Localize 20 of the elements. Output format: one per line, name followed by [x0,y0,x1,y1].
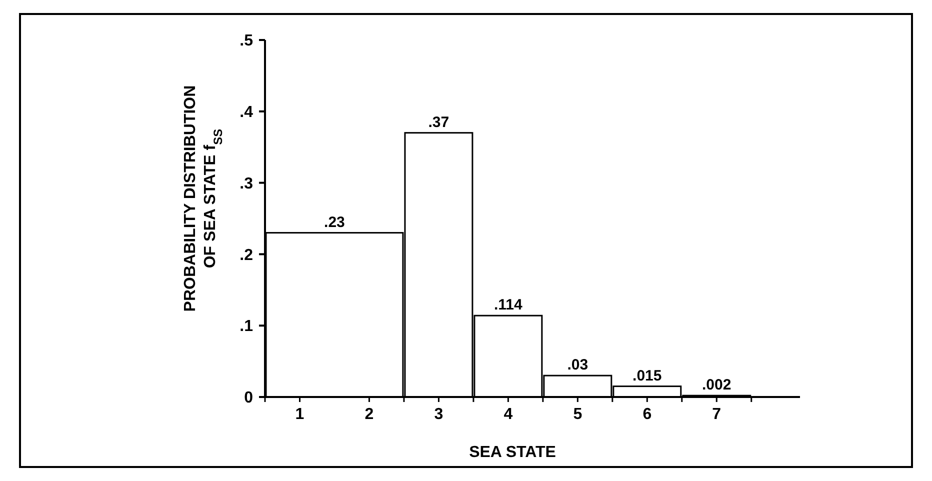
x-tick-label: 2 [364,406,374,423]
data-label: .23 [324,214,345,231]
y-tick-label: .4 [240,104,254,121]
x-tick-label: 1 [295,406,304,423]
y-tick-label: .3 [240,175,254,192]
data-label: .03 [567,356,588,374]
x-tick-label: 3 [434,406,444,423]
x-tick-label: 7 [712,406,722,423]
x-tick-label: 6 [642,406,652,423]
x-tick-label: 5 [573,406,582,423]
y-tick-label: 0 [244,390,254,407]
data-label: .37 [428,114,450,131]
y-tick-label: .1 [240,318,254,336]
data-label: .015 [632,367,662,384]
data-label: .002 [702,376,732,394]
x-tick-label: 4 [504,406,513,423]
y-tick-label: .2 [240,246,254,264]
y-tick-label: .5 [240,32,254,50]
x-axis-title: SEA STATE [469,444,556,461]
data-label: .114 [494,296,524,314]
